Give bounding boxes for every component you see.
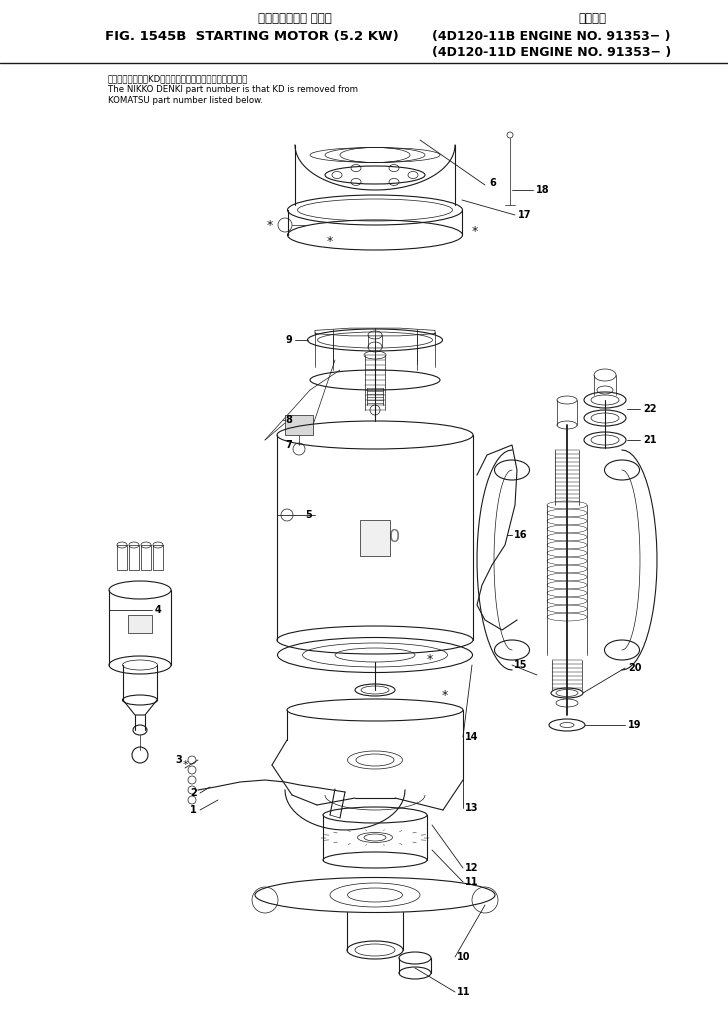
Text: 品番のメーカ記号KDを除いたものが日質電機の品番です。: 品番のメーカ記号KDを除いたものが日質電機の品番です。 [108,74,248,83]
Text: *: * [327,236,333,249]
Text: (4D120-11D ENGINE NO. 91353− ): (4D120-11D ENGINE NO. 91353− ) [432,46,671,59]
Text: 3: 3 [175,755,182,765]
Text: 10: 10 [457,952,470,962]
Text: 18: 18 [536,185,550,195]
Text: スターティング モータ: スターティング モータ [258,12,332,25]
Text: 6: 6 [489,178,496,188]
Text: *: * [442,688,448,701]
Text: 17: 17 [518,210,531,220]
Text: 22: 22 [643,404,657,414]
Text: 15: 15 [514,660,528,670]
Text: 適用号機: 適用号機 [578,12,606,25]
Text: 19: 19 [628,720,641,730]
Text: 11: 11 [465,877,478,887]
Text: The NIKKO DENKI part number is that KD is removed from: The NIKKO DENKI part number is that KD i… [108,85,358,94]
Text: FIG. 1545B  STARTING MOTOR (5.2 KW): FIG. 1545B STARTING MOTOR (5.2 KW) [105,30,399,43]
Bar [129,545,139,570]
Text: 16: 16 [514,530,528,540]
Text: 5: 5 [305,510,312,520]
Text: *: * [182,760,188,770]
Text: 13: 13 [465,803,478,813]
Text: 8: 8 [285,415,292,425]
Bar [141,545,151,570]
Bar [128,615,152,633]
Bar [360,519,390,555]
Text: 21: 21 [643,435,657,445]
Text: 11: 11 [457,987,470,997]
Bar [153,545,163,570]
Text: KOMATSU part number listed below.: KOMATSU part number listed below. [108,96,263,105]
Bar [117,545,127,570]
Text: *: * [267,218,273,231]
Text: 14: 14 [465,732,478,742]
Text: (4D120-11B ENGINE NO. 91353− ): (4D120-11B ENGINE NO. 91353− ) [432,30,670,43]
Text: 7: 7 [285,440,292,450]
Text: 0: 0 [389,528,400,547]
Bar [285,415,313,435]
Text: 2: 2 [190,788,197,798]
Text: 4: 4 [155,605,162,615]
Text: 20: 20 [628,663,641,673]
Text: *: * [472,225,478,239]
Text: 9: 9 [285,335,292,345]
Text: 12: 12 [465,863,478,873]
Text: *: * [427,653,433,667]
Text: 1: 1 [190,805,197,815]
